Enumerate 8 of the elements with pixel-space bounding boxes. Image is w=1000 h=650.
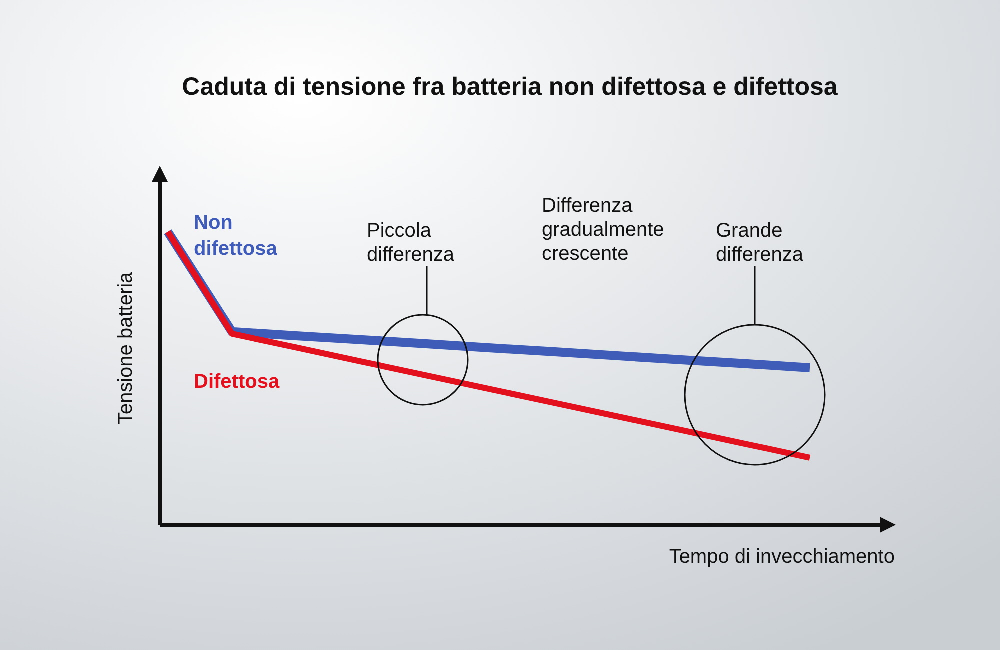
annotation: Differenza gradualmente crescente bbox=[542, 195, 664, 265]
annotation: Piccola differenza bbox=[367, 220, 456, 266]
y-axis-title: Tensione batteria bbox=[115, 271, 137, 425]
chart-title: Caduta di tensione fra batteria non difettosa e difettosa bbox=[182, 73, 839, 101]
x-axis-title: Tempo di invecchiamento bbox=[669, 546, 895, 568]
series-label: Difettosa bbox=[194, 371, 280, 393]
annotation: Grande differenza bbox=[716, 220, 804, 266]
series-label: Non difettosa bbox=[194, 212, 278, 260]
